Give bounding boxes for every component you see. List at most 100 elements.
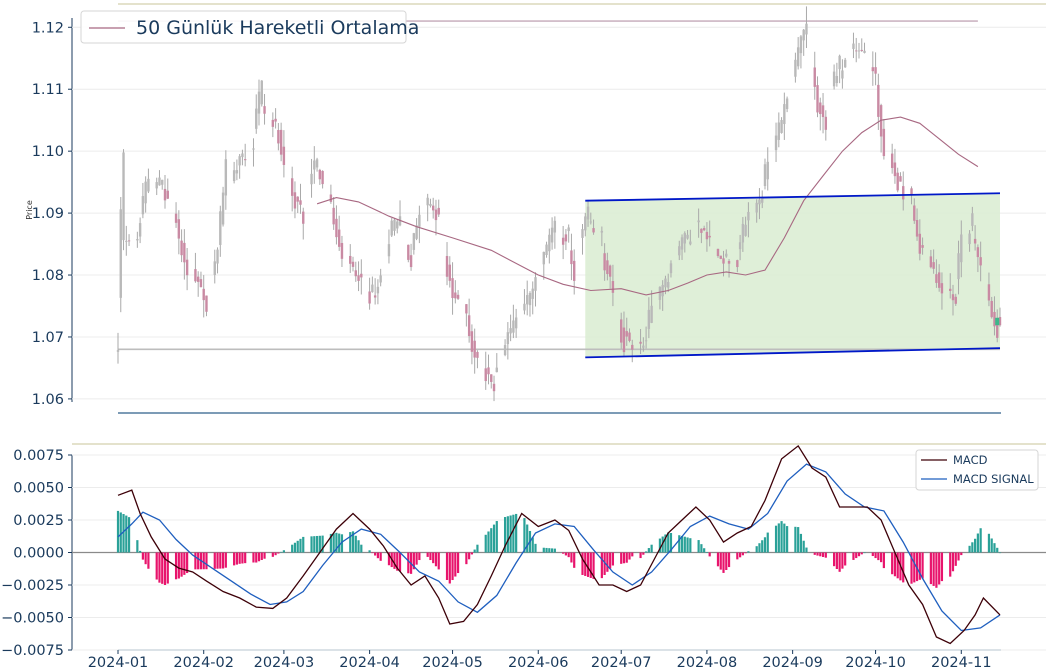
macd-histogram-bar: [938, 552, 941, 585]
macd-histogram-bar: [783, 523, 786, 553]
candle-body: [799, 36, 803, 54]
macd-histogram-bar: [241, 552, 244, 564]
candle-body: [473, 340, 476, 358]
candle-body: [863, 50, 866, 53]
macd-histogram-bar: [407, 552, 410, 574]
price-ytick-label: 1.12: [32, 20, 64, 36]
macd-histogram-bar: [877, 552, 880, 561]
macd-histogram-bar: [371, 552, 374, 554]
candle-body: [185, 259, 189, 276]
macd-histogram-bar: [954, 552, 957, 566]
macd-histogram-bar: [398, 552, 402, 572]
macd-histogram-bar: [224, 552, 227, 568]
macd-histogram-bar: [805, 547, 808, 553]
price-ytick-label: 1.06: [32, 392, 64, 408]
macd-histogram-bar: [968, 545, 971, 553]
macd-histogram-bar: [871, 552, 874, 557]
macd-histogram-bar: [315, 535, 319, 553]
macd-histogram-bar: [542, 547, 545, 553]
macd-histogram-bar: [163, 552, 167, 585]
candle-body: [470, 331, 474, 352]
macd-xtick-label: 2024-04: [339, 655, 400, 671]
candle-body: [271, 119, 275, 127]
macd-histogram-bar: [221, 552, 225, 569]
macd-histogram-bar: [318, 535, 321, 553]
macd-ytick-label: 0.0000: [13, 546, 64, 562]
candle-body: [951, 294, 955, 301]
macd-histogram-bar: [321, 535, 324, 553]
macd-histogram-bar: [432, 552, 435, 564]
macd-histogram-bar: [739, 552, 742, 558]
candle-body: [603, 253, 606, 271]
macd-histogram-bar: [609, 552, 612, 569]
candle-body: [744, 224, 747, 236]
candle-body: [805, 23, 808, 35]
macd-histogram-bar: [647, 548, 650, 553]
candle-body: [293, 192, 297, 209]
macd-histogram-bar: [238, 552, 241, 564]
candle-body: [747, 211, 750, 221]
candle-body: [553, 220, 557, 233]
candle-body: [910, 188, 913, 195]
candle-body: [194, 269, 197, 282]
candle-body: [321, 170, 324, 185]
macd-histogram-bar: [194, 552, 197, 570]
macd-legend-label: MACD: [953, 453, 988, 467]
macd-histogram-bar: [116, 510, 120, 553]
candle-body: [592, 228, 595, 233]
macd-histogram-bar: [205, 552, 208, 570]
macd-histogram-bar: [139, 550, 142, 553]
macd-histogram-bar: [255, 552, 258, 563]
candle-body: [340, 242, 344, 259]
candle-body: [274, 118, 277, 122]
macd-histogram-bar: [293, 542, 297, 553]
macd-histogram-bar: [874, 552, 877, 559]
macd-histogram-bar: [434, 552, 438, 567]
macd-histogram-bar: [387, 552, 391, 566]
candle-body: [954, 296, 957, 304]
candle-body: [608, 265, 612, 277]
macd-histogram-bar: [835, 552, 838, 569]
candle-body: [183, 242, 186, 263]
candle-body: [835, 75, 839, 84]
candle-body: [871, 67, 875, 72]
candle-body: [213, 261, 216, 275]
macd-histogram-bar: [476, 544, 479, 553]
macd-histogram-bar: [606, 552, 609, 572]
candle-body: [929, 256, 933, 268]
macd-xtick-label: 2024-08: [677, 655, 738, 671]
candle-body: [819, 102, 822, 115]
price-ytick-label: 1.07: [32, 330, 64, 346]
macd-histogram-bar: [824, 552, 827, 558]
candle-body: [683, 233, 687, 244]
macd-histogram-bar: [161, 552, 164, 584]
candle-body: [785, 98, 789, 110]
macd-histogram-bar: [216, 552, 219, 569]
candle-body: [940, 283, 944, 294]
candle-body: [263, 106, 266, 114]
candle-body: [996, 318, 999, 338]
macd-histogram-bar: [987, 533, 991, 553]
candle-body: [877, 84, 880, 117]
candle-body: [279, 129, 283, 155]
macd-histogram-bar: [492, 524, 496, 553]
candle-body: [332, 207, 335, 225]
macd-histogram-bar: [368, 550, 371, 553]
macd-histogram-bar: [689, 538, 692, 553]
macd-histogram-bar: [700, 544, 703, 553]
macd-histogram-bar: [468, 552, 471, 560]
macd-histogram-bar: [998, 552, 1002, 554]
candle-body: [487, 367, 490, 375]
macd-histogram-bar: [127, 517, 131, 553]
candle-body: [758, 199, 761, 205]
candle-body: [987, 284, 991, 301]
macd-histogram-bar: [451, 552, 454, 581]
macd-histogram-bar: [147, 552, 150, 569]
candle-body: [777, 122, 781, 140]
signal-legend-label: MACD SIGNAL: [953, 472, 1034, 486]
candle-body: [138, 223, 142, 237]
macd-ytick-label: −0.0050: [1, 611, 64, 627]
macd-histogram-bar: [548, 548, 551, 553]
candle-body: [219, 211, 222, 245]
channel-lower-line: [585, 347, 1001, 359]
